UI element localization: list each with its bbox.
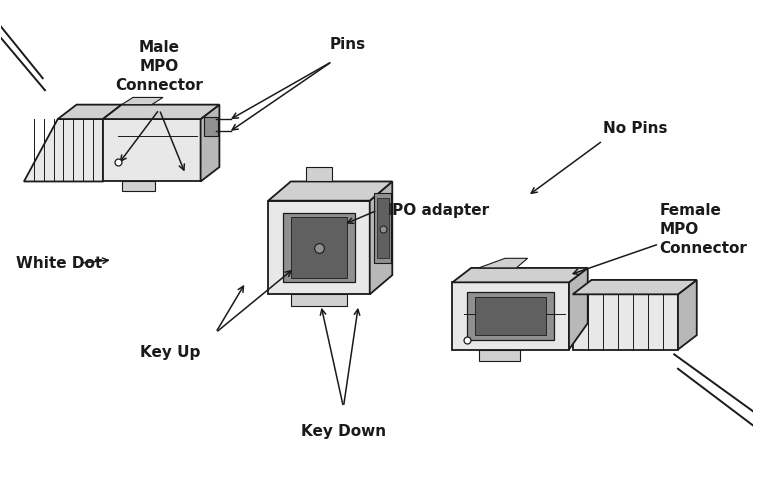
Polygon shape (678, 280, 697, 350)
Text: White Dot: White Dot (16, 256, 103, 270)
Polygon shape (478, 350, 520, 361)
Polygon shape (103, 119, 200, 182)
Text: MPO adapter: MPO adapter (377, 203, 489, 218)
Text: Key Down: Key Down (301, 424, 386, 439)
Polygon shape (374, 194, 391, 263)
Polygon shape (478, 258, 528, 268)
Polygon shape (573, 280, 697, 294)
Polygon shape (452, 268, 588, 283)
Polygon shape (475, 297, 546, 335)
Polygon shape (204, 116, 218, 136)
Text: No Pins: No Pins (603, 121, 667, 136)
Polygon shape (283, 213, 355, 283)
Text: Male
MPO
Connector: Male MPO Connector (115, 41, 204, 93)
Polygon shape (24, 119, 103, 182)
Polygon shape (291, 294, 347, 306)
Polygon shape (121, 98, 163, 105)
Polygon shape (268, 182, 392, 200)
Polygon shape (306, 167, 332, 182)
Polygon shape (103, 105, 220, 119)
Text: Key Up: Key Up (141, 345, 200, 360)
Polygon shape (121, 182, 155, 191)
Polygon shape (291, 217, 347, 278)
Text: Female
MPO
Connector: Female MPO Connector (659, 203, 747, 256)
Text: Pins: Pins (329, 37, 366, 52)
Polygon shape (268, 200, 369, 294)
Polygon shape (468, 292, 554, 340)
Polygon shape (200, 105, 220, 182)
Polygon shape (569, 268, 588, 350)
Polygon shape (376, 199, 389, 258)
Polygon shape (452, 283, 569, 350)
Polygon shape (573, 294, 678, 350)
Polygon shape (58, 105, 121, 119)
Polygon shape (369, 182, 392, 294)
